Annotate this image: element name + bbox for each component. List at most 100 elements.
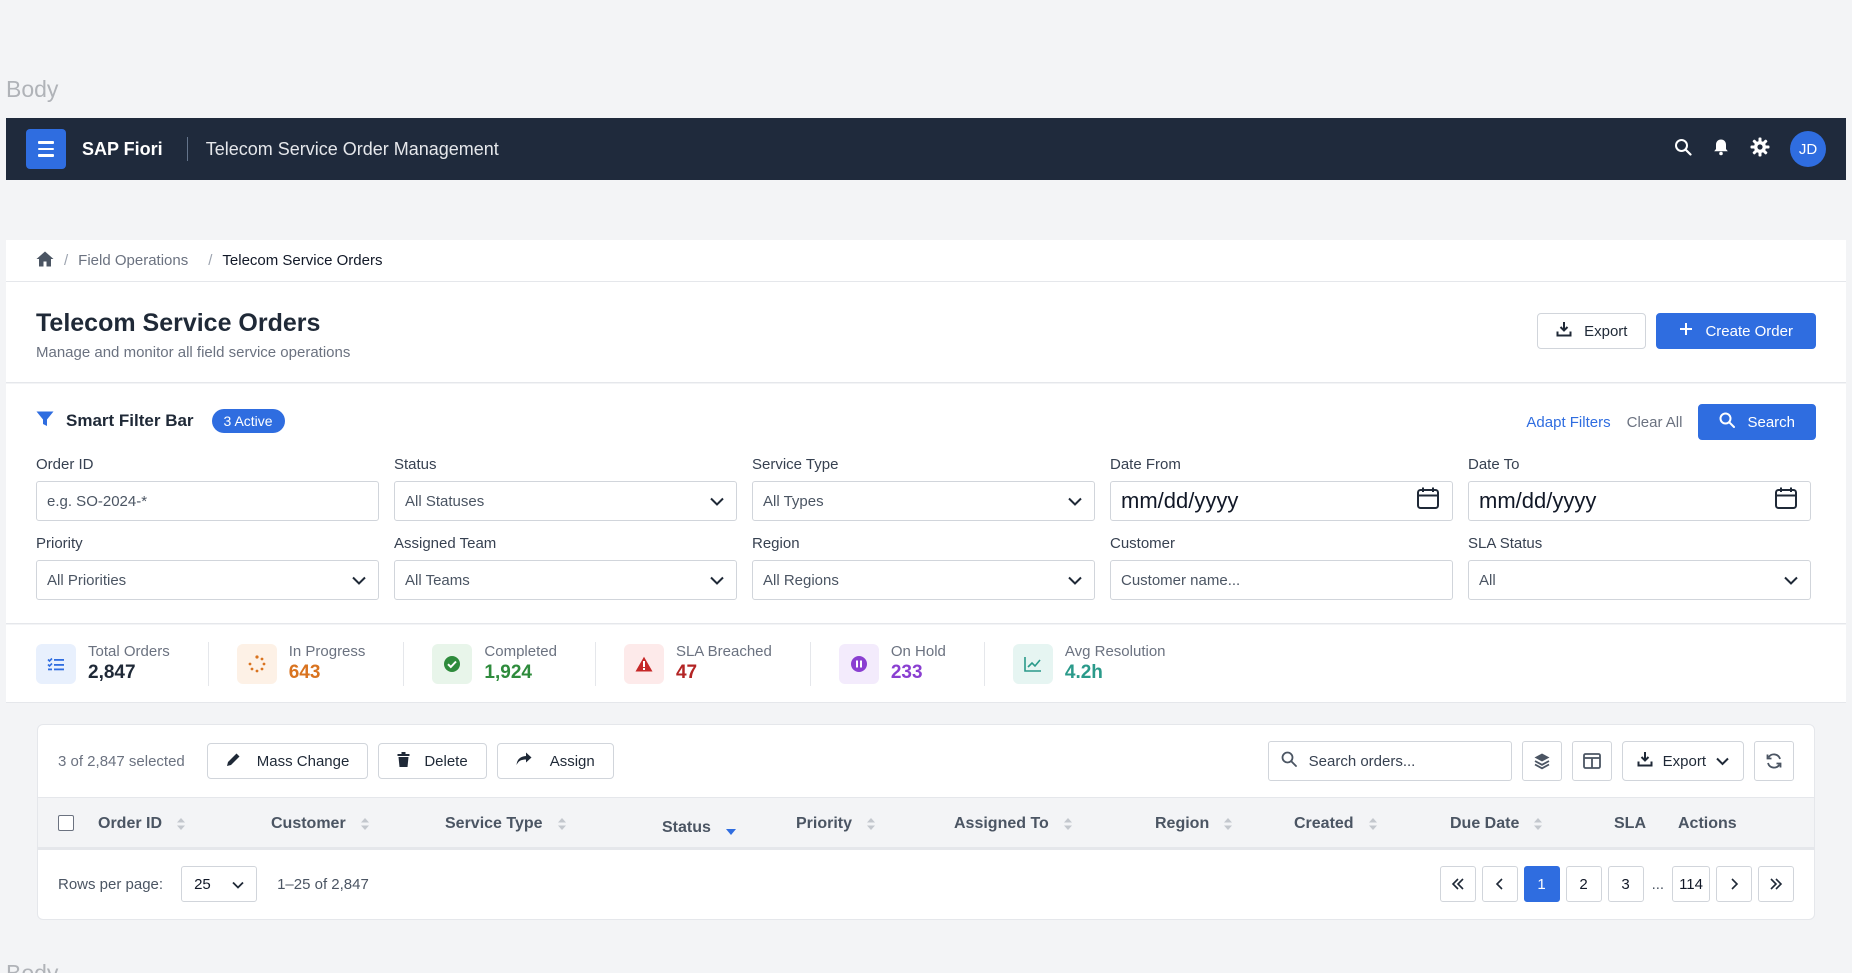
column-header-status[interactable]: Status <box>662 815 737 841</box>
sla-status-value: All <box>1479 571 1496 589</box>
sort-icon[interactable] <box>360 817 370 831</box>
export-button-label: Export <box>1584 322 1628 340</box>
customer-label: Customer <box>1110 535 1176 552</box>
kpi-value: 47 <box>675 662 698 683</box>
home-icon[interactable] <box>36 251 54 271</box>
page-2-button[interactable]: 2 <box>1565 866 1602 902</box>
column-header-due-date[interactable]: Due Date <box>1450 815 1543 833</box>
column-header-priority[interactable]: Priority <box>796 815 876 833</box>
filter-field-customer: Customer Customer name... <box>1110 535 1453 600</box>
page-1-button[interactable]: 1 <box>1523 866 1560 902</box>
sort-icon[interactable] <box>1533 817 1543 831</box>
filter-field-priority: Priority All Priorities <box>36 535 379 600</box>
priority-value: All Priorities <box>47 571 127 589</box>
breadcrumb-separator: / <box>208 252 213 269</box>
sort-icon[interactable] <box>557 817 567 831</box>
date-to-input[interactable]: mm/dd/yyyy <box>1468 481 1811 521</box>
table-export-button[interactable]: Export <box>1621 741 1744 781</box>
page-3-button[interactable]: 3 <box>1607 866 1644 902</box>
columns-icon[interactable] <box>1571 741 1612 781</box>
priority-select[interactable]: All Priorities <box>36 560 379 600</box>
sort-icon[interactable] <box>1368 817 1378 831</box>
column-header-assigned-to[interactable]: Assigned To <box>954 815 1073 833</box>
sort-icon[interactable] <box>176 817 186 831</box>
column-header-actions[interactable]: Actions <box>1678 815 1737 833</box>
table-toolbar: 3 of 2,847 selected Mass Change Delete A… <box>38 725 1814 798</box>
kpi-value: 2,847 <box>88 662 136 683</box>
column-header-sla[interactable]: SLA <box>1614 815 1646 833</box>
assign-button[interactable]: Assign <box>496 743 614 779</box>
adapt-filters-link[interactable]: Adapt Filters <box>1526 413 1611 431</box>
column-header-service-type[interactable]: Service Type <box>445 815 567 833</box>
column-header-created[interactable]: Created <box>1294 815 1378 833</box>
prev-page-icon[interactable] <box>1481 866 1518 902</box>
mass-change-button[interactable]: Mass Change <box>206 743 369 779</box>
assigned-team-select[interactable]: All Teams <box>394 560 737 600</box>
sort-icon[interactable] <box>1063 817 1073 831</box>
select-all-checkbox[interactable] <box>58 815 74 831</box>
status-label: Status <box>394 456 437 473</box>
breadcrumb-item-field-operations[interactable]: Field Operations <box>78 252 189 269</box>
chevron-down-icon <box>1068 493 1082 510</box>
assign-label: Assign <box>549 752 595 770</box>
sla-status-label: SLA Status <box>1468 535 1543 552</box>
search-button[interactable]: Search <box>1698 404 1816 440</box>
chevron-down-icon <box>1716 753 1729 770</box>
rows-per-page-select[interactable]: 25 <box>181 866 258 902</box>
sla-status-select[interactable]: All <box>1468 560 1811 600</box>
delete-button[interactable]: Delete <box>378 743 487 779</box>
trash-icon <box>397 751 410 771</box>
search-icon[interactable] <box>1674 138 1692 161</box>
filter-field-date-to: Date To mm/dd/yyyy <box>1468 456 1811 521</box>
order-id-input[interactable]: e.g. SO-2024-* <box>36 481 379 521</box>
calendar-icon[interactable] <box>1774 486 1798 516</box>
date-from-value: mm/dd/yyyy <box>1121 488 1239 513</box>
column-label: Created <box>1294 815 1354 832</box>
brand-name: SAP Fiori <box>82 138 163 159</box>
kpi-label: SLA Breached <box>675 643 772 660</box>
customer-input[interactable]: Customer name... <box>1110 560 1453 600</box>
service-type-select[interactable]: All Types <box>752 481 1095 521</box>
layers-icon[interactable] <box>1521 741 1562 781</box>
sort-desc-icon[interactable] <box>725 823 737 841</box>
menu-icon[interactable] <box>26 129 66 169</box>
plus-icon <box>1679 322 1693 340</box>
date-to-label: Date To <box>1468 456 1520 473</box>
region-select[interactable]: All Regions <box>752 560 1095 600</box>
filter-field-date-from: Date From mm/dd/yyyy <box>1110 456 1453 521</box>
column-header-order-id[interactable]: Order ID <box>98 815 186 833</box>
shell-bar: SAP Fiori Telecom Service Order Manageme… <box>6 118 1846 180</box>
last-page-number-button[interactable]: 114 <box>1672 866 1710 902</box>
smart-filter-bar: Smart Filter Bar 3 Active Adapt Filters … <box>6 384 1846 624</box>
filter-field-region: Region All Regions <box>752 535 1095 600</box>
refresh-icon[interactable] <box>1754 741 1794 781</box>
export-button[interactable]: Export <box>1537 313 1647 349</box>
gear-icon[interactable] <box>1750 137 1770 162</box>
avatar[interactable]: JD <box>1790 131 1826 167</box>
customer-value: Customer name... <box>1121 571 1241 589</box>
last-page-icon[interactable] <box>1758 866 1794 902</box>
first-page-icon[interactable] <box>1439 866 1476 902</box>
breadcrumb-item-current: Telecom Service Orders <box>222 252 383 269</box>
sort-icon[interactable] <box>1223 817 1233 831</box>
bell-icon[interactable] <box>1712 138 1730 161</box>
column-header-region[interactable]: Region <box>1155 815 1233 833</box>
create-order-label: Create Order <box>1705 322 1793 340</box>
date-from-input[interactable]: mm/dd/yyyy <box>1110 481 1453 521</box>
column-header-customer[interactable]: Customer <box>271 815 370 833</box>
clear-all-link[interactable]: Clear All <box>1626 413 1683 431</box>
next-page-icon[interactable] <box>1716 866 1752 902</box>
status-select[interactable]: All Statuses <box>394 481 737 521</box>
kpi-strip: Total Orders 2,847 In Progress 643 Completed… <box>6 625 1846 703</box>
kpi-on-hold: On Hold 233 <box>838 641 985 686</box>
filter-field-sla-status: SLA Status All <box>1468 535 1811 600</box>
table-header: Order ID Customer Service Type Status Priori… <box>38 798 1814 850</box>
order-id-label: Order ID <box>36 456 94 473</box>
range-text: 1–25 of 2,847 <box>277 875 369 893</box>
calendar-icon[interactable] <box>1416 486 1440 516</box>
app-title: Telecom Service Order Management <box>205 138 499 159</box>
sort-icon[interactable] <box>866 817 876 831</box>
create-order-button[interactable]: Create Order <box>1656 313 1816 349</box>
selection-count: 3 of 2,847 selected <box>58 752 185 770</box>
table-search-input[interactable]: Search orders... <box>1267 741 1512 781</box>
